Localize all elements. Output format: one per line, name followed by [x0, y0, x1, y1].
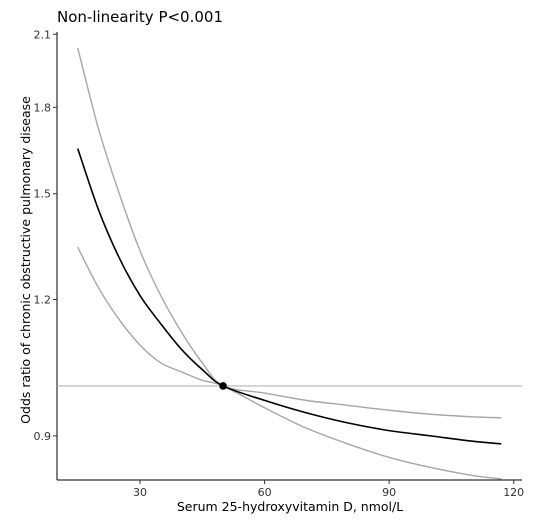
- plot-area: [57, 47, 522, 480]
- y-tick-label: 1.5: [34, 188, 52, 201]
- x-tick-label: 90: [382, 486, 396, 499]
- ticks: 30 60 90 120 0.9 1.2 1.5 1.8 2.1: [34, 28, 525, 499]
- y-tick-label: 1.2: [34, 294, 52, 307]
- x-axis-label: Serum 25-hydroxyvitamin D, nmol/L: [177, 499, 403, 514]
- y-tick-label: 0.9: [34, 430, 52, 443]
- x-tick-label: 30: [133, 486, 147, 499]
- x-tick-label: 60: [258, 486, 272, 499]
- x-tick-label: 120: [503, 486, 524, 499]
- reference-point: [219, 382, 227, 390]
- axes: [56, 32, 522, 481]
- series-line-lower: [77, 246, 502, 480]
- y-axis-label: Odds ratio of chronic obstructive pulmon…: [18, 96, 33, 424]
- series-line-upper: [77, 47, 502, 419]
- y-tick-label: 1.8: [34, 101, 52, 114]
- y-tick-label: 2.1: [34, 28, 52, 41]
- chart-title: Non-linearity P<0.001: [57, 8, 223, 26]
- series-line-estimate: [77, 148, 502, 445]
